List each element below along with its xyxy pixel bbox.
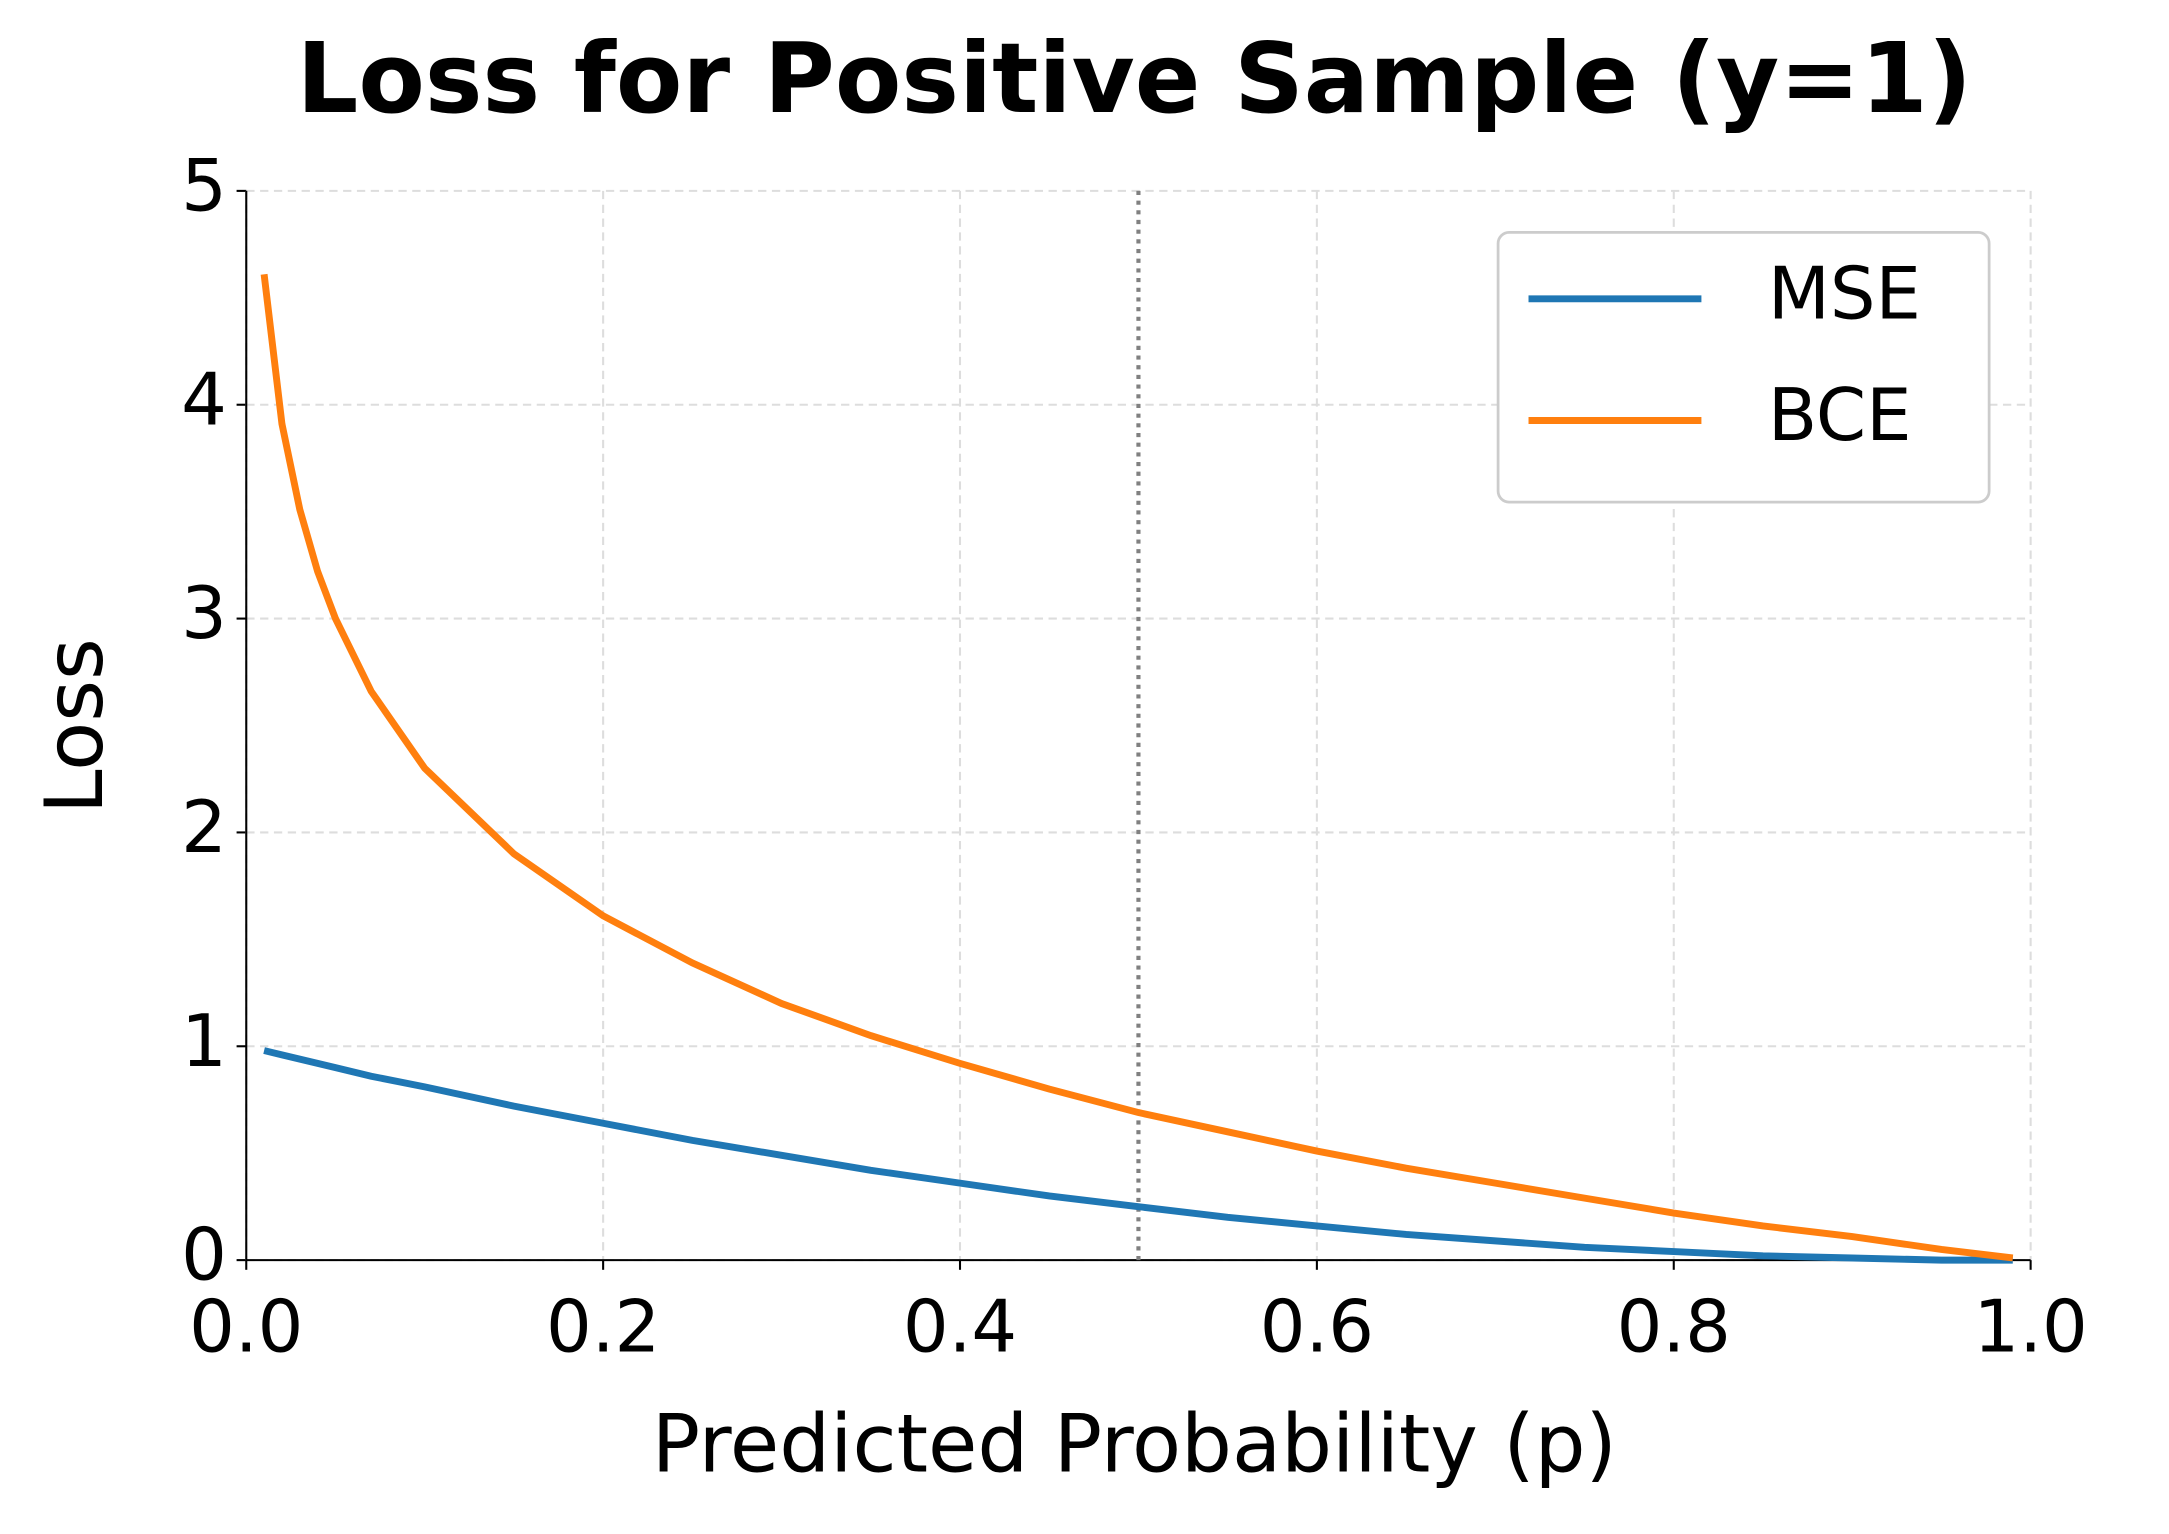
y-tick-label: 3 (181, 571, 227, 655)
x-tick-label: 0.4 (903, 1285, 1017, 1369)
y-tick-label: 4 (181, 357, 227, 441)
chart-title: Loss for Positive Sample (y=1) (297, 22, 1972, 135)
line-series (263, 1047, 2013, 1264)
x-tick-label: 1.0 (1973, 1285, 2087, 1369)
x-axis-label: Predicted Probability (p) (652, 1398, 1617, 1491)
y-tick-label: 1 (181, 999, 227, 1083)
legend-label: MSE (1768, 251, 1921, 335)
y-axis-label: Loss (28, 638, 121, 814)
y-tick-label: 5 (181, 143, 227, 227)
y-tick-label: 2 (181, 785, 227, 869)
legend-label: BCE (1768, 373, 1912, 457)
x-tick-label: 0.0 (189, 1285, 303, 1369)
x-tick-label: 0.8 (1617, 1285, 1731, 1369)
x-tick-label: 0.6 (1260, 1285, 1374, 1369)
line-series (260, 273, 2014, 1262)
x-tick-label: 0.2 (546, 1285, 660, 1369)
y-tick-label: 0 (181, 1213, 227, 1297)
